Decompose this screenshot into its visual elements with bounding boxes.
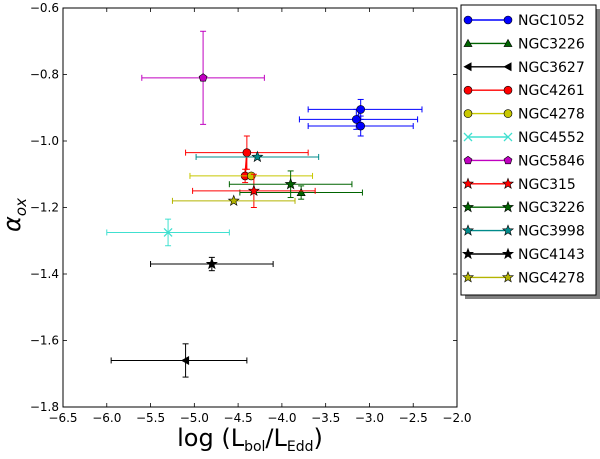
data-point (247, 184, 260, 197)
legend-marker (461, 177, 475, 189)
data-point (296, 187, 306, 197)
legend: NGC1052 NGC3226 NGC3627 NGC4261 NGC4278 NGC45… (460, 4, 600, 299)
x-tick-label: −5.5 (136, 411, 165, 425)
legend-entry: NGC3226 (461, 200, 585, 216)
legend-label: NGC4278 (518, 270, 585, 286)
data-point (227, 194, 240, 206)
legend-marker (463, 15, 473, 25)
x-tick-label: −3.0 (355, 411, 384, 425)
data-point (163, 227, 173, 237)
legend-entry: NGC3998 (461, 224, 585, 240)
data-point (198, 73, 208, 82)
legend-marker (501, 224, 515, 236)
x-tick-label: −6.0 (92, 411, 121, 425)
y-tick-label: −1.2 (30, 201, 59, 215)
y-tick-label: −1.6 (30, 334, 59, 348)
legend-marker (463, 155, 473, 165)
legend-entry: NGC4261 (463, 83, 585, 99)
legend-label: NGC4552 (518, 130, 585, 146)
data-point (356, 105, 365, 114)
legend-entry: NGC4552 (463, 130, 585, 146)
data-point (352, 115, 361, 124)
series-ngc315 (192, 173, 316, 208)
y-tick-label: −0.8 (30, 68, 59, 82)
legend-entry: NGC4278 (461, 270, 585, 286)
legend-label: NGC1052 (518, 13, 585, 29)
legend-entry: NGC4278 (463, 107, 585, 123)
legend-entry: NGC4143 (461, 247, 585, 263)
legend-entry: NGC315 (461, 177, 576, 193)
legend-box (460, 4, 597, 296)
x-tick-label: −2.0 (442, 411, 471, 425)
x-tick-label: −6.5 (48, 411, 77, 425)
series-ngc4143 (150, 256, 274, 272)
legend-marker (501, 177, 515, 189)
legend-marker (463, 85, 473, 95)
x-tick-label: −4.5 (224, 411, 253, 425)
legend-label: NGC4278 (518, 107, 585, 123)
legend-entry: NGC3627 (463, 60, 585, 76)
ticks-layer: −6.5 −6.0 −5.5 −5.0 −4.5 −4.0 −3.5 −3.0 −2.5 −2.0… (30, 1, 472, 425)
series-ngc1052 (298, 98, 423, 137)
legend-marker (463, 62, 472, 72)
legend-label: NGC5846 (518, 153, 585, 169)
y-tick-label: −0.6 (30, 1, 59, 15)
data-point (242, 148, 252, 157)
x-tick-label: −5.0 (180, 411, 209, 425)
legend-label: NGC4261 (518, 83, 585, 99)
series-ngc4278 (171, 194, 296, 206)
legend-label: NGC3226 (518, 36, 585, 52)
legend-marker (503, 15, 513, 25)
x-tick-label: −3.5 (311, 411, 340, 425)
legend-label: NGC3627 (518, 60, 585, 76)
legend-entry: NGC5846 (463, 153, 585, 169)
legend-marker (463, 132, 473, 142)
legend-entry: NGC3226 (463, 36, 585, 52)
series-ngc3226 (228, 170, 353, 199)
data-point (284, 177, 297, 190)
y-tick-label: −1.8 (30, 400, 59, 414)
data-point (251, 150, 264, 163)
legend-marker (503, 155, 513, 165)
series-ngc3627 (110, 343, 248, 378)
x-tick-label: −2.5 (399, 411, 428, 425)
legend-marker (503, 109, 513, 118)
y-tick-label: −1.4 (30, 267, 59, 281)
data-point (356, 121, 365, 131)
series-ngc5846 (141, 30, 265, 125)
y-tick-label: −1.0 (30, 134, 59, 148)
data-layer (106, 30, 423, 378)
x-tick-label: −4.0 (267, 411, 296, 425)
legend-marker (461, 224, 475, 236)
legend-marker (503, 38, 513, 47)
legend-label: NGC3998 (518, 224, 585, 240)
legend-marker (501, 247, 515, 260)
plot-area (63, 8, 457, 407)
data-point (180, 355, 190, 365)
legend-label: NGC3226 (518, 200, 585, 216)
legend-marker (501, 271, 515, 283)
series-ngc3226 (239, 185, 363, 200)
x-axis-label: log (Lbol/LEdd) (177, 424, 323, 455)
legend-entry: NGC1052 (463, 13, 585, 29)
legend-marker (461, 271, 475, 283)
legend-marker (461, 247, 475, 260)
legend-marker (463, 38, 473, 47)
legend-marker (461, 200, 475, 213)
legend-label: NGC315 (518, 177, 576, 193)
data-point (205, 257, 218, 270)
legend-marker (463, 109, 473, 118)
legend-label: NGC4143 (518, 247, 585, 263)
legend-marker (503, 132, 513, 142)
series-ngc3998 (195, 150, 320, 163)
legend-marker (503, 85, 513, 95)
series-ngc4552 (106, 218, 230, 247)
legend-marker (501, 200, 515, 213)
y-axis-label: αox (0, 198, 30, 232)
legend-marker (503, 62, 512, 72)
